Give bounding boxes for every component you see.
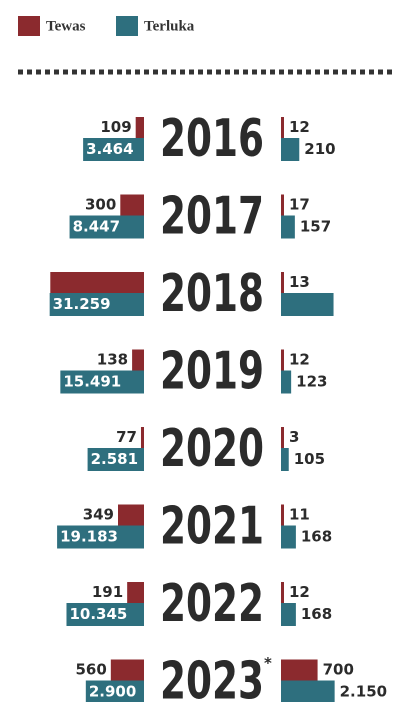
value-label: 210 bbox=[304, 140, 335, 158]
value-label: 3 bbox=[289, 428, 299, 446]
value-label: 2.581 bbox=[91, 450, 138, 468]
value-label: 12 bbox=[289, 118, 310, 136]
bar bbox=[281, 582, 284, 603]
value-label: 15.491 bbox=[63, 373, 121, 391]
value-label: 168 bbox=[301, 605, 332, 623]
bar bbox=[132, 349, 144, 371]
value-label: 11 bbox=[289, 506, 310, 524]
bar bbox=[281, 680, 335, 702]
bar bbox=[66, 603, 144, 626]
year-label: 2023 bbox=[160, 652, 264, 702]
value-label: 109 bbox=[100, 118, 131, 136]
value-label: 13 bbox=[289, 273, 310, 291]
value-label: 349 bbox=[83, 506, 114, 524]
bar bbox=[281, 293, 334, 316]
value-label: 168 bbox=[301, 528, 332, 546]
value-label: 560 bbox=[76, 661, 107, 679]
note: * bbox=[264, 654, 272, 672]
value-label: 123 bbox=[296, 373, 327, 391]
value-label: 77 bbox=[116, 428, 137, 446]
bar bbox=[281, 194, 284, 216]
bar bbox=[110, 659, 144, 681]
year-label: 2022 bbox=[160, 574, 264, 634]
bar bbox=[87, 448, 144, 471]
value-label: 12 bbox=[289, 583, 310, 601]
value-label: 12 bbox=[289, 351, 310, 369]
bar bbox=[140, 427, 144, 448]
bar bbox=[118, 504, 144, 526]
year-label: 2020 bbox=[160, 419, 264, 479]
bar bbox=[281, 448, 289, 471]
year-label: 2018 bbox=[160, 264, 264, 324]
value-label: 31.259 bbox=[53, 295, 111, 313]
value-label: 105 bbox=[294, 450, 325, 468]
legend-label: Tewas bbox=[46, 18, 86, 34]
value-label: 8.447 bbox=[73, 218, 120, 236]
bar bbox=[281, 349, 284, 371]
bar bbox=[127, 582, 144, 603]
value-label: 2.900 bbox=[89, 683, 136, 701]
year-label: 2019 bbox=[160, 342, 264, 402]
bar bbox=[120, 194, 144, 216]
bar bbox=[50, 272, 145, 293]
value-label: 2.150 bbox=[340, 683, 387, 701]
year-label: 2017 bbox=[160, 187, 264, 247]
bar bbox=[281, 525, 296, 549]
legend-label: Terluka bbox=[144, 18, 195, 34]
bar bbox=[281, 117, 284, 138]
value-label: 19.183 bbox=[60, 528, 118, 546]
value-label: 10.345 bbox=[69, 605, 127, 623]
legend-swatch bbox=[18, 16, 40, 36]
bar bbox=[281, 370, 292, 394]
year-label: 2021 bbox=[160, 497, 264, 557]
bar bbox=[281, 659, 318, 681]
bar bbox=[281, 272, 284, 293]
bar bbox=[83, 138, 144, 161]
value-label: 300 bbox=[85, 196, 116, 214]
bar bbox=[281, 427, 284, 448]
value-label: 3.464 bbox=[86, 140, 133, 158]
bar bbox=[69, 215, 144, 239]
value-label: 17 bbox=[289, 196, 310, 214]
bar bbox=[49, 293, 144, 316]
year-label: 2016 bbox=[160, 109, 264, 169]
bar bbox=[57, 525, 144, 549]
bar bbox=[281, 504, 284, 526]
value-label: 157 bbox=[300, 218, 331, 236]
bar bbox=[60, 370, 145, 394]
bar bbox=[135, 117, 144, 138]
bar bbox=[281, 603, 296, 626]
value-label: 700 bbox=[323, 661, 354, 679]
value-label: 138 bbox=[97, 351, 128, 369]
bar bbox=[281, 138, 300, 161]
bar bbox=[85, 680, 144, 702]
bar bbox=[281, 215, 295, 239]
value-label: 191 bbox=[92, 583, 123, 601]
legend-swatch bbox=[116, 16, 138, 36]
